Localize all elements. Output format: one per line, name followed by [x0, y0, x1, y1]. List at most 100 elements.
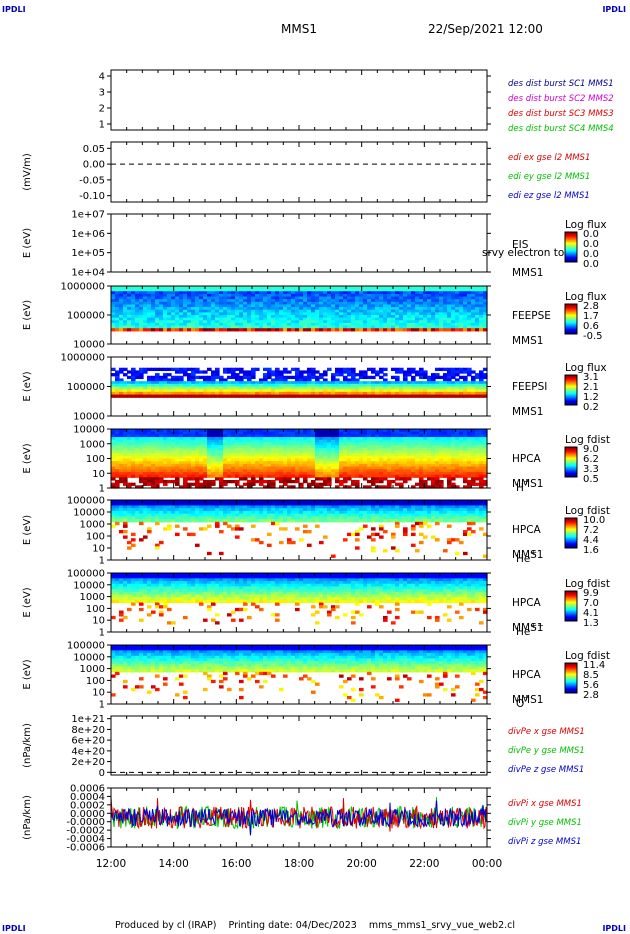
heatmap-cell — [371, 466, 376, 470]
heatmap-cell — [391, 458, 396, 462]
heatmap-cell — [243, 373, 248, 377]
heatmap-cell — [267, 466, 272, 470]
heatmap-cell — [367, 447, 372, 452]
heatmap-cell — [239, 317, 244, 321]
heatmap-cell — [351, 299, 356, 303]
heatmap-cell — [383, 296, 388, 300]
heatmap-cell — [331, 450, 336, 454]
heatmap-cell — [247, 328, 252, 332]
colorbar-step — [565, 398, 577, 400]
heatmap-cell — [135, 325, 140, 329]
heatmap-cell — [155, 453, 160, 457]
heatmap-cell — [307, 373, 312, 377]
heatmap-cell — [355, 442, 360, 446]
heatmap-cell — [483, 383, 488, 388]
heatmap-cell — [239, 429, 244, 433]
heatmap-cell — [199, 458, 204, 462]
heatmap-cell — [359, 317, 364, 321]
heatmap-cell — [151, 466, 156, 470]
heatmap-cell — [415, 439, 420, 444]
heatmap-cell — [231, 383, 236, 388]
heatmap-cell — [175, 434, 180, 438]
heatmap-cell — [471, 378, 476, 382]
heatmap-cell — [203, 474, 208, 478]
heatmap-cell — [279, 431, 284, 435]
heatmap-cell — [383, 389, 388, 393]
heatmap-cell — [403, 477, 408, 481]
heatmap-cell — [115, 309, 120, 313]
heatmap-cell — [299, 474, 304, 478]
heatmap-cell — [283, 471, 288, 476]
heatmap-cell — [439, 320, 444, 324]
heatmap-cell — [431, 378, 436, 382]
heatmap-cell — [131, 386, 136, 390]
heatmap-cell — [163, 307, 168, 311]
heatmap-cell — [447, 312, 452, 316]
heatmap-cell — [151, 463, 156, 468]
heatmap-cell — [271, 320, 276, 324]
heatmap-cell — [215, 299, 220, 303]
heatmap-cell — [267, 320, 272, 324]
heatmap-cell — [415, 293, 420, 298]
heatmap-cell — [287, 389, 292, 393]
heatmap-cell — [347, 431, 352, 435]
heatmap-cell — [275, 307, 280, 311]
heatmap-cell — [195, 477, 200, 481]
heatmap-cell — [287, 455, 292, 460]
heatmap-cell — [283, 466, 288, 470]
heatmap-cell — [423, 320, 428, 324]
heatmap-cell — [283, 445, 288, 449]
heatmap-cell — [311, 315, 316, 319]
heatmap-cell — [131, 391, 136, 396]
heatmap-cell — [427, 325, 432, 329]
heatmap-cell — [315, 328, 320, 332]
heatmap-cell — [375, 386, 380, 390]
heatmap-cell — [467, 463, 472, 468]
heatmap-cell — [339, 455, 344, 460]
heatmap-cell — [427, 293, 432, 298]
heatmap-cell — [391, 386, 396, 390]
heatmap-cell — [343, 286, 348, 290]
heatmap-cell — [419, 461, 424, 465]
heatmap-cell — [135, 455, 140, 460]
heatmap-cell — [207, 328, 212, 332]
heatmap-cell — [395, 381, 400, 385]
heatmap-cell — [447, 317, 452, 321]
heatmap-cell — [407, 383, 412, 388]
heatmap-cell — [119, 442, 124, 446]
heatmap-cell — [263, 322, 268, 327]
heatmap-cell — [287, 431, 292, 435]
heatmap-cell — [151, 469, 156, 473]
heatmap-cell — [339, 320, 344, 324]
heatmap-cell — [191, 469, 196, 473]
heatmap-cell — [347, 293, 352, 298]
heatmap-cell — [447, 471, 452, 476]
heatmap-cell — [359, 391, 364, 396]
heatmap-cell — [415, 463, 420, 468]
colorbar-frame — [564, 303, 578, 335]
heatmap-cell — [403, 439, 408, 444]
heatmap-cell — [255, 296, 260, 300]
heatmap-cell — [387, 394, 392, 398]
heatmap-cell — [207, 378, 212, 382]
heatmap-cell — [351, 431, 356, 435]
heatmap-cell — [259, 463, 264, 468]
heatmap-cell — [275, 325, 280, 329]
heatmap-cell — [195, 431, 200, 435]
heatmap-cell — [203, 378, 208, 382]
heatmap-cell — [211, 434, 216, 438]
heatmap-cell — [307, 458, 312, 462]
heatmap-cell — [347, 286, 352, 290]
heatmap-cell — [119, 437, 124, 441]
heatmap-cell — [311, 386, 316, 390]
heatmap-cell — [299, 320, 304, 324]
heatmap-cell — [467, 288, 472, 292]
heatmap-cell — [239, 471, 244, 476]
heatmap-cell — [163, 461, 168, 465]
heatmap-cell — [375, 301, 380, 306]
heatmap-cell — [415, 286, 420, 290]
heatmap-cell — [283, 383, 288, 388]
heatmap-cell — [275, 373, 280, 377]
heatmap-cell — [479, 312, 484, 316]
